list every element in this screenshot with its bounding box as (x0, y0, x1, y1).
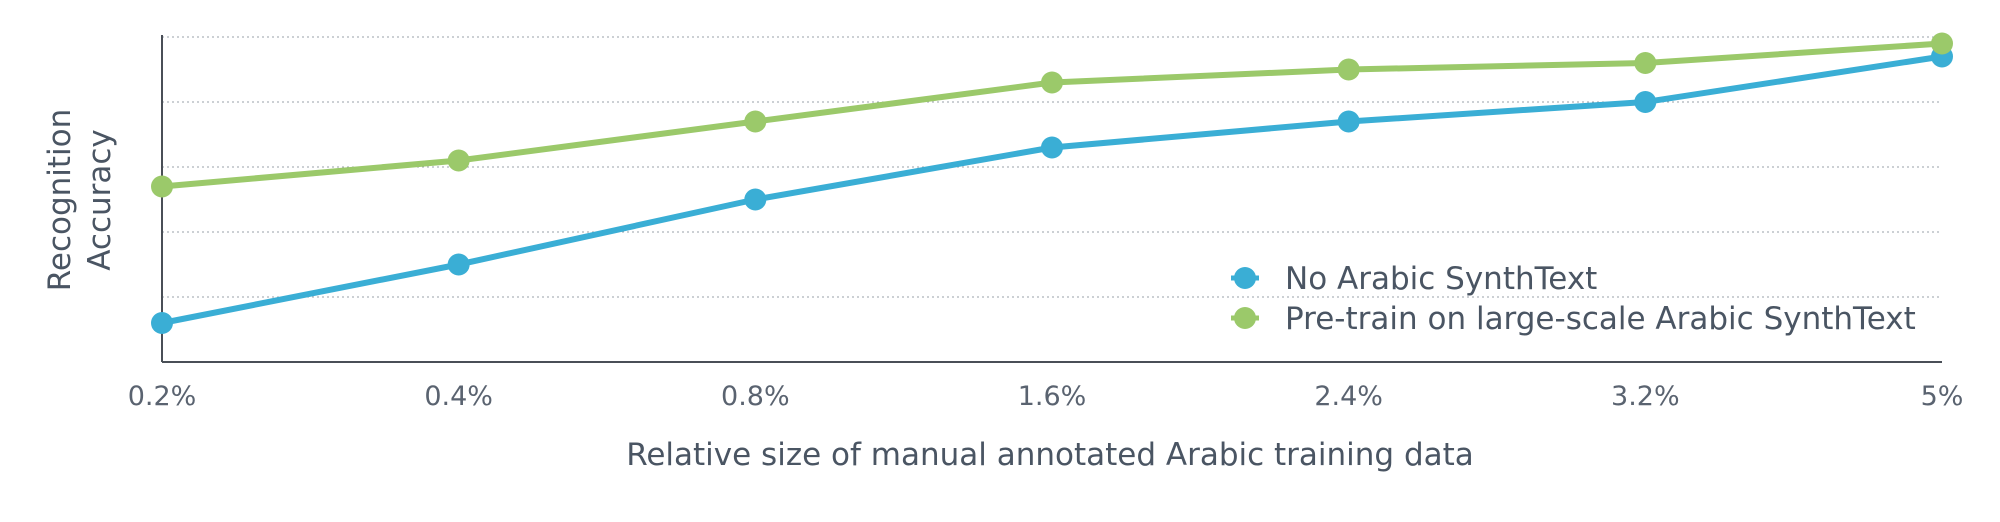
data-point (1337, 110, 1360, 133)
x-tick-labels: 0.2% 0.4% 0.8% 1.6% 2.4% 3.2% 5% (128, 381, 1964, 412)
series-1 (151, 45, 1953, 334)
series-line (159, 40, 1945, 190)
data-point (151, 175, 173, 198)
series-layer (151, 32, 1953, 334)
legend-item: No Arabic SynthText (1231, 261, 1597, 297)
x-tick-label: 2.4% (1314, 381, 1383, 412)
x-tick-label: 0.8% (721, 381, 790, 412)
data-point (447, 149, 470, 172)
legend: No Arabic SynthText Pre-train on large-sc… (1231, 261, 1916, 337)
axes (161, 35, 1942, 363)
series-2 (151, 32, 1953, 198)
data-point (1931, 32, 1953, 55)
data-point (744, 110, 767, 133)
data-point (744, 188, 767, 211)
data-point (1634, 52, 1657, 74)
data-point (1041, 136, 1063, 159)
x-tick-label: 3.2% (1611, 381, 1680, 412)
legend-label: Pre-train on large-scale Arabic SynthTex… (1285, 301, 1916, 337)
legend-item: Pre-train on large-scale Arabic SynthTex… (1231, 301, 1916, 337)
y-axis-title: Recognition Accuracy (42, 109, 118, 292)
x-tick-label: 0.2% (128, 381, 197, 412)
x-tick-label: 5% (1921, 381, 1964, 412)
data-point (1634, 91, 1657, 113)
legend-label: No Arabic SynthText (1285, 261, 1597, 297)
x-axis-title: Relative size of manual annotated Arabic… (626, 437, 1474, 473)
x-tick-label: 1.6% (1018, 381, 1087, 412)
legend-swatch-marker (1234, 267, 1256, 289)
data-point (447, 253, 470, 276)
x-tick-label: 0.4% (424, 381, 493, 412)
data-point (151, 312, 173, 334)
legend-swatch-marker (1234, 307, 1256, 329)
y-axis-title-line-2: Accuracy (82, 129, 118, 271)
series-line (159, 53, 1945, 326)
data-point (1041, 71, 1063, 94)
y-axis-title-line-1: Recognition (42, 109, 78, 292)
data-point (1337, 58, 1360, 81)
